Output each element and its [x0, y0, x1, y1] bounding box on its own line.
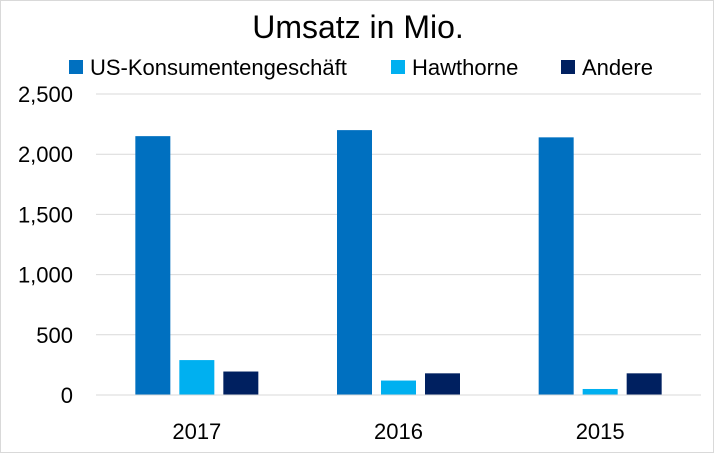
bar	[337, 130, 372, 395]
x-tick-label: 2015	[576, 419, 625, 444]
chart-title: Umsatz in Mio.	[252, 9, 464, 45]
y-tick-label: 2,000	[18, 142, 73, 167]
x-axis: 2017 2016 2015	[96, 394, 701, 444]
y-tick-label: 500	[36, 323, 73, 348]
legend: US-Konsumentengeschäft Hawthorne Andere	[69, 55, 653, 80]
bar	[626, 373, 662, 395]
gridlines	[96, 93, 701, 396]
bar	[381, 380, 416, 395]
legend-swatch	[391, 60, 405, 74]
y-axis: 0 500 1,000 1,500 2,000 2,500	[18, 82, 73, 408]
bar	[538, 137, 574, 395]
y-tick-label: 2,500	[18, 82, 73, 107]
legend-label: US-Konsumentengeschäft	[90, 55, 347, 80]
legend-swatch	[69, 60, 83, 74]
bar	[582, 388, 618, 395]
legend-label: Hawthorne	[412, 55, 518, 80]
x-tick-label: 2016	[374, 419, 423, 444]
bars	[135, 130, 662, 395]
x-tick-label: 2017	[172, 419, 221, 444]
bar	[425, 373, 460, 395]
y-tick-label: 1,000	[18, 263, 73, 288]
y-tick-label: 0	[61, 383, 73, 408]
y-tick-label: 1,500	[18, 202, 73, 227]
bar	[135, 136, 171, 395]
bar	[223, 371, 259, 395]
bar	[179, 360, 215, 395]
legend-swatch	[561, 60, 575, 74]
legend-label: Andere	[582, 55, 653, 80]
